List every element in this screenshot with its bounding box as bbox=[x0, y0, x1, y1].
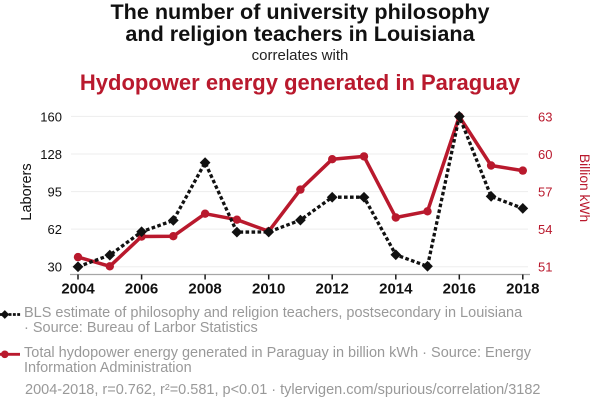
svg-text:Laborers: Laborers bbox=[19, 163, 35, 220]
svg-text:54: 54 bbox=[538, 222, 552, 237]
svg-text:2014: 2014 bbox=[379, 281, 413, 298]
svg-text:51: 51 bbox=[538, 260, 552, 275]
svg-text:2012: 2012 bbox=[316, 281, 349, 298]
svg-text:63: 63 bbox=[538, 109, 552, 124]
svg-text:128: 128 bbox=[40, 147, 62, 162]
svg-text:Billion kWh: Billion kWh bbox=[577, 154, 592, 222]
svg-text:160: 160 bbox=[40, 109, 62, 124]
svg-text:30: 30 bbox=[48, 260, 62, 275]
svg-text:95: 95 bbox=[48, 185, 62, 200]
svg-text:2010: 2010 bbox=[252, 281, 285, 298]
svg-text:2018: 2018 bbox=[506, 281, 539, 298]
svg-text:2004: 2004 bbox=[61, 281, 95, 298]
svg-text:60: 60 bbox=[538, 147, 552, 162]
svg-text:57: 57 bbox=[538, 185, 552, 200]
svg-text:62: 62 bbox=[48, 222, 62, 237]
svg-text:2016: 2016 bbox=[443, 281, 476, 298]
svg-text:2008: 2008 bbox=[188, 281, 221, 298]
svg-text:2006: 2006 bbox=[125, 281, 158, 298]
